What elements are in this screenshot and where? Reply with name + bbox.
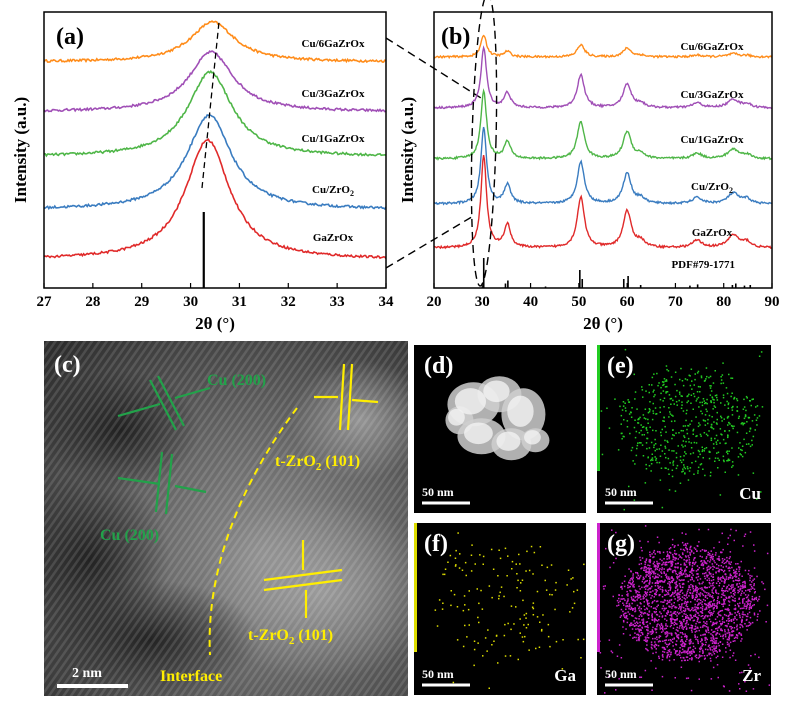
panel-b-y-axis-title: Intensity (a.u.) bbox=[398, 97, 417, 203]
panel-b-tick-label: 70 bbox=[668, 294, 683, 310]
panel-b-label-Cu-ZrO2: Cu/ZrO2 bbox=[691, 181, 733, 195]
panel-a-series-group bbox=[44, 20, 386, 288]
panel-b-label-GaZrOx: GaZrOx bbox=[692, 227, 733, 239]
panel-a-x-ticks: 27 28 29 30 31 32 33 34 bbox=[37, 283, 395, 310]
map-element-label: Ga bbox=[554, 666, 576, 685]
panel-b-frame bbox=[433, 11, 773, 289]
panel-a-series-Cu-6GaZrOx bbox=[44, 20, 386, 64]
panel-a-tick-label: 28 bbox=[85, 294, 100, 310]
map-panel-3: (f) 50 nm Ga bbox=[414, 523, 586, 695]
panel-a-tick-label: 30 bbox=[183, 294, 198, 310]
map-panel-4: (g) 50 nm Zr bbox=[597, 523, 771, 695]
panel-a-tick-label: 34 bbox=[379, 294, 395, 310]
cu-lattice-label-1: Cu (200) bbox=[207, 372, 266, 389]
map-panel-1: (d) 50 nm bbox=[414, 345, 586, 513]
panel-c-label: (c) bbox=[54, 352, 81, 378]
panel-a-label-Cu-6GaZrOx: Cu/6GaZrOx bbox=[302, 38, 365, 50]
map-element-label: Cu bbox=[739, 484, 761, 503]
panel-b-reference-label: PDF#79-1771 bbox=[671, 259, 735, 271]
panel-a-tick-label: 29 bbox=[134, 294, 149, 310]
panel-a: 27 28 29 30 31 32 33 34 (a) 2θ (°) Intensity (a… bbox=[11, 11, 395, 333]
map-panel-label: (f) bbox=[424, 531, 448, 557]
interface-label: Interface bbox=[160, 668, 222, 685]
panel-b-highlight-ellipse bbox=[470, 0, 498, 287]
panel-a-series-Cu-ZrO2 bbox=[44, 114, 386, 211]
panel-a-label: (a) bbox=[56, 24, 84, 50]
map-scale-label: 50 nm bbox=[605, 667, 637, 681]
zro2-lattice-marker-2 bbox=[263, 540, 343, 618]
panel-a-tick-label: 27 bbox=[37, 294, 53, 310]
cu-lattice-marker-1 bbox=[117, 375, 211, 431]
panel-b-tick-label: 60 bbox=[620, 294, 635, 310]
panel-b-series-Cu-3GaZrOx bbox=[434, 45, 772, 110]
map-panel-label: (e) bbox=[607, 353, 634, 379]
panel-b: 20 30 40 50 60 70 80 90 (b) 2θ (°) Intensity (a… bbox=[398, 0, 780, 333]
panel-a-y-axis-title: Intensity (a.u.) bbox=[11, 97, 30, 203]
panel-a-shift-guide bbox=[201, 21, 220, 189]
panel-b-series-Cu-1GaZrOx bbox=[434, 88, 772, 161]
panel-b-tick-label: 90 bbox=[765, 294, 780, 310]
panel-a-label-Cu-1GaZrOx: Cu/1GaZrOx bbox=[302, 133, 365, 145]
map-element-label: Zr bbox=[742, 666, 761, 685]
panel-a-label-GaZrOx: GaZrOx bbox=[313, 232, 354, 244]
zro2-lattice-label-1: t-ZrO2 (101) bbox=[275, 453, 360, 473]
panel-b-tick-label: 20 bbox=[427, 294, 442, 310]
panel-b-label-Cu-3GaZrOx: Cu/3GaZrOx bbox=[681, 89, 744, 101]
panel-b-label-Cu-1GaZrOx: Cu/1GaZrOx bbox=[681, 134, 744, 146]
panel-b-label: (b) bbox=[441, 24, 470, 50]
map-panel-2: (e) 50 nm Cu bbox=[597, 345, 771, 513]
zro2-lattice-marker-1 bbox=[314, 363, 379, 431]
panel-a-tick-label: 32 bbox=[281, 294, 296, 310]
panel-a-x-axis-title: 2θ (°) bbox=[195, 314, 235, 333]
panel-b-series-labels: Cu/6GaZrOx Cu/3GaZrOx Cu/1GaZrOx Cu/ZrO2 GaZ… bbox=[681, 41, 744, 239]
panel-a-label-Cu-ZrO2: Cu/ZrO2 bbox=[312, 184, 354, 198]
map-panel-label: (d) bbox=[424, 353, 453, 379]
panel-b-x-ticks: 20 30 40 50 60 70 80 90 bbox=[427, 283, 780, 310]
elemental-maps: (d) 50 nm (e) 50 nm Cu (f) 50 nm Ga (g) 50 nm Zr bbox=[414, 345, 771, 695]
zro2-lattice-label-2: t-ZrO2 (101) bbox=[248, 627, 333, 647]
map-scale-label: 50 nm bbox=[422, 485, 454, 499]
panel-b-tick-label: 40 bbox=[523, 294, 538, 310]
panel-b-series-Cu-ZrO2 bbox=[434, 126, 772, 206]
panel-a-series-labels: Cu/6GaZrOx Cu/3GaZrOx Cu/1GaZrOx Cu/ZrO2 GaZ… bbox=[302, 38, 365, 244]
panel-a-tick-label: 31 bbox=[232, 294, 247, 310]
panel-c-annotations: (c) Cu (200) Cu (200) t-ZrO2 (101) bbox=[54, 352, 379, 688]
panel-a-tick-label: 33 bbox=[330, 294, 345, 310]
panel-a-series-Cu-1GaZrOx bbox=[44, 69, 386, 158]
panel-a-series-Cu-3GaZrOx bbox=[44, 50, 386, 113]
zoom-connector-bottom bbox=[385, 214, 476, 269]
interface-line bbox=[208, 407, 298, 656]
panel-a-frame bbox=[43, 11, 387, 289]
panel-b-label-Cu-6GaZrOx: Cu/6GaZrOx bbox=[681, 41, 744, 53]
panel-b-series-Cu-6GaZrOx bbox=[434, 34, 772, 60]
map-scale-label: 50 nm bbox=[605, 485, 637, 499]
panel-b-x-axis-title: 2θ (°) bbox=[583, 314, 623, 333]
panel-b-tick-label: 30 bbox=[475, 294, 490, 310]
panel-c-tem-image bbox=[44, 341, 408, 696]
cu-lattice-marker-2 bbox=[117, 451, 207, 515]
cu-lattice-label-2: Cu (200) bbox=[100, 527, 159, 544]
panel-a-series-GaZrOx bbox=[44, 138, 386, 260]
panel-b-series-group bbox=[434, 34, 772, 250]
panel-c-scale-label: 2 nm bbox=[72, 666, 102, 681]
map-scale-label: 50 nm bbox=[422, 667, 454, 681]
panel-b-tick-label: 80 bbox=[716, 294, 731, 310]
panel-a-label-Cu-3GaZrOx: Cu/3GaZrOx bbox=[302, 88, 365, 100]
panel-b-series-GaZrOx bbox=[434, 154, 772, 250]
map-panel-label: (g) bbox=[607, 531, 635, 557]
panel-b-tick-label: 50 bbox=[571, 294, 586, 310]
